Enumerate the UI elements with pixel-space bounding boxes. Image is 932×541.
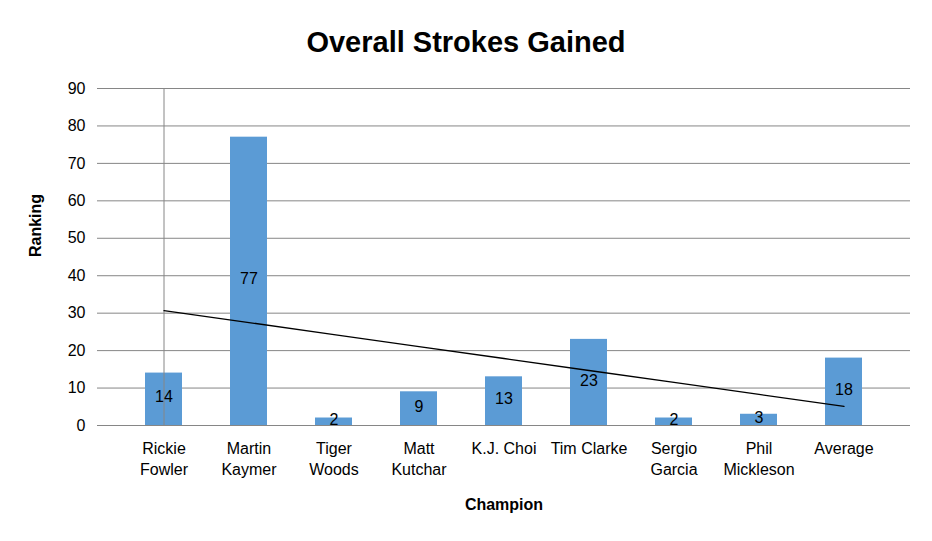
svg-text:Champion: Champion xyxy=(465,496,543,513)
svg-text:77: 77 xyxy=(240,270,258,287)
svg-text:SergioGarcia: SergioGarcia xyxy=(650,440,697,478)
svg-text:3: 3 xyxy=(755,409,764,426)
svg-text:2: 2 xyxy=(330,411,339,428)
svg-text:13: 13 xyxy=(495,390,513,407)
svg-text:10: 10 xyxy=(68,379,86,396)
svg-text:40: 40 xyxy=(68,267,86,284)
svg-text:MattKutchar: MattKutchar xyxy=(391,440,447,478)
svg-text:Ranking: Ranking xyxy=(27,194,44,257)
svg-text:RickieFowler: RickieFowler xyxy=(140,440,189,478)
svg-text:90: 90 xyxy=(68,80,86,97)
svg-text:K.J. Choi: K.J. Choi xyxy=(472,440,537,457)
svg-text:PhilMickleson: PhilMickleson xyxy=(723,440,794,478)
svg-text:20: 20 xyxy=(68,342,86,359)
svg-text:TigerWoods: TigerWoods xyxy=(309,440,359,478)
svg-text:Tim Clarke: Tim Clarke xyxy=(551,440,628,457)
svg-text:9: 9 xyxy=(415,398,424,415)
svg-text:23: 23 xyxy=(580,372,598,389)
svg-text:MartinKaymer: MartinKaymer xyxy=(221,440,277,478)
svg-text:0: 0 xyxy=(77,417,86,434)
svg-text:2: 2 xyxy=(670,411,679,428)
svg-text:80: 80 xyxy=(68,117,86,134)
html-text:Overall Strokes Gained: Overall Strokes Gained xyxy=(306,26,626,58)
svg-text:60: 60 xyxy=(68,192,86,209)
svg-text:Average: Average xyxy=(814,440,873,457)
svg-text:14: 14 xyxy=(155,388,173,405)
svg-text:70: 70 xyxy=(68,155,86,172)
svg-text:30: 30 xyxy=(68,304,86,321)
svg-text:50: 50 xyxy=(68,229,86,246)
svg-text:18: 18 xyxy=(835,381,853,398)
